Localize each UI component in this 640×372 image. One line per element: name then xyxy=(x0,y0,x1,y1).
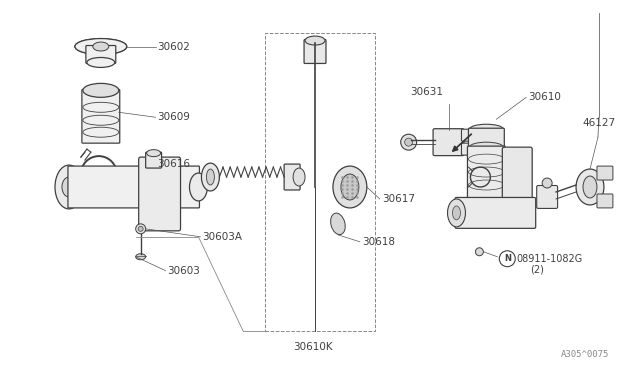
FancyBboxPatch shape xyxy=(461,129,477,141)
Text: 30631: 30631 xyxy=(410,87,443,97)
Text: 30616: 30616 xyxy=(157,159,191,169)
Circle shape xyxy=(542,178,552,188)
Text: N: N xyxy=(504,254,511,263)
Ellipse shape xyxy=(147,150,161,157)
Ellipse shape xyxy=(87,58,115,67)
Text: 30617: 30617 xyxy=(382,194,415,204)
FancyBboxPatch shape xyxy=(597,166,613,180)
Ellipse shape xyxy=(341,174,359,200)
Text: 46127: 46127 xyxy=(582,118,615,128)
Ellipse shape xyxy=(202,163,220,191)
Ellipse shape xyxy=(136,254,146,260)
Circle shape xyxy=(136,224,146,234)
Ellipse shape xyxy=(469,142,503,152)
Text: 30610K: 30610K xyxy=(293,342,333,352)
FancyBboxPatch shape xyxy=(537,186,557,208)
Text: 30610: 30610 xyxy=(528,92,561,102)
Ellipse shape xyxy=(189,173,207,201)
FancyBboxPatch shape xyxy=(461,143,477,155)
FancyBboxPatch shape xyxy=(86,45,116,64)
FancyBboxPatch shape xyxy=(433,129,464,155)
FancyBboxPatch shape xyxy=(304,39,326,64)
Text: 30609: 30609 xyxy=(157,112,191,122)
Ellipse shape xyxy=(331,213,345,235)
Ellipse shape xyxy=(207,169,214,185)
FancyBboxPatch shape xyxy=(597,194,613,208)
Ellipse shape xyxy=(62,177,76,197)
Ellipse shape xyxy=(469,124,503,134)
Ellipse shape xyxy=(93,42,109,51)
Ellipse shape xyxy=(83,83,119,97)
Circle shape xyxy=(472,145,479,153)
Ellipse shape xyxy=(333,166,367,208)
FancyBboxPatch shape xyxy=(455,198,536,228)
FancyBboxPatch shape xyxy=(468,128,504,148)
Circle shape xyxy=(472,131,479,139)
Ellipse shape xyxy=(55,165,83,209)
Circle shape xyxy=(476,248,483,256)
FancyBboxPatch shape xyxy=(139,157,180,231)
Circle shape xyxy=(404,138,413,146)
FancyBboxPatch shape xyxy=(68,166,200,208)
Text: 30602: 30602 xyxy=(157,42,191,52)
FancyBboxPatch shape xyxy=(502,147,532,217)
FancyBboxPatch shape xyxy=(146,152,161,168)
Text: 30603: 30603 xyxy=(168,266,200,276)
Circle shape xyxy=(401,134,417,150)
Ellipse shape xyxy=(447,199,465,227)
Text: 30618: 30618 xyxy=(362,237,395,247)
Ellipse shape xyxy=(305,36,325,45)
Ellipse shape xyxy=(75,39,127,54)
FancyBboxPatch shape xyxy=(82,89,120,143)
Ellipse shape xyxy=(576,169,604,205)
FancyBboxPatch shape xyxy=(467,146,506,200)
Text: 08911-1082G: 08911-1082G xyxy=(516,254,582,264)
Text: A305^0075: A305^0075 xyxy=(561,350,609,359)
FancyBboxPatch shape xyxy=(284,164,300,190)
Ellipse shape xyxy=(583,176,597,198)
Text: 30603A: 30603A xyxy=(202,232,243,242)
Ellipse shape xyxy=(452,206,460,220)
Circle shape xyxy=(138,226,143,231)
Ellipse shape xyxy=(293,168,305,186)
Text: (2): (2) xyxy=(531,265,544,275)
